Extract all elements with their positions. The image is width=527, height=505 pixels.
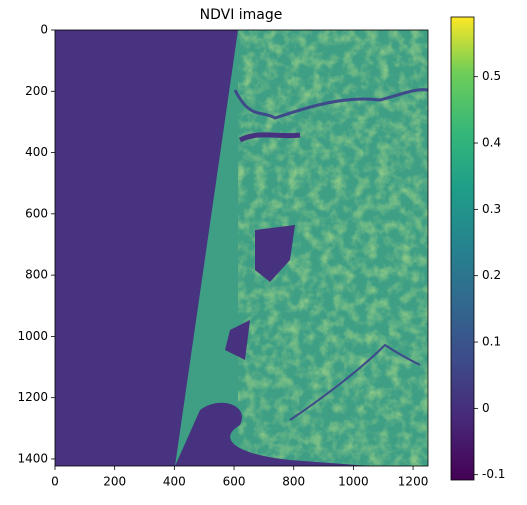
x-tick-label: 200 — [103, 475, 126, 489]
ndvi-image — [55, 30, 429, 466]
x-tick-label: 1200 — [398, 475, 429, 489]
y-tick-label: 0 — [40, 23, 48, 37]
x-tick-label: 1000 — [338, 475, 369, 489]
y-tick-label: 200 — [25, 84, 48, 98]
y-tick-label: 1400 — [17, 451, 48, 465]
x-tick-label: 0 — [51, 475, 59, 489]
colorbar-tick-label: 0.2 — [482, 268, 501, 282]
colorbar-tick-label: 0.3 — [482, 202, 501, 216]
chart-title: NDVI image — [200, 7, 283, 23]
colorbar-tick-label: -0.1 — [482, 467, 505, 481]
colorbar — [450, 16, 475, 481]
y-tick-label: 800 — [25, 268, 48, 282]
axes-frame — [54, 29, 429, 467]
colorbar-tick-label: 0.5 — [482, 69, 501, 83]
x-tick-label: 600 — [223, 475, 246, 489]
x-tick-label: 800 — [282, 475, 305, 489]
colorbar-tick-label: 0.4 — [482, 136, 501, 150]
y-tick-label: 400 — [25, 145, 48, 159]
colorbar-tick-label: 0.1 — [482, 335, 501, 349]
y-tick-label: 1200 — [17, 390, 48, 404]
y-tick-label: 600 — [25, 206, 48, 220]
x-tick-label: 400 — [163, 475, 186, 489]
colorbar-tick-label: 0 — [482, 401, 490, 415]
y-tick-label: 1000 — [17, 329, 48, 343]
